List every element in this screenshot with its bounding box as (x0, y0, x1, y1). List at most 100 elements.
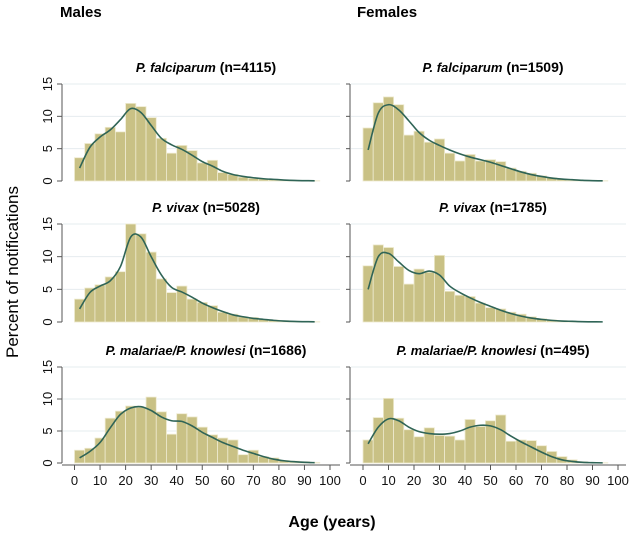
y-tick-label: 0 (40, 177, 55, 184)
y-tick-label: 10 (40, 249, 55, 263)
histogram-bar (125, 103, 137, 182)
y-tick-label: 5 (40, 145, 55, 152)
histogram-bar (474, 160, 486, 182)
x-tick-label: 20 (407, 473, 421, 488)
density-curve (367, 251, 603, 323)
x-tick-label: 30 (144, 473, 158, 488)
histogram-bar (382, 397, 394, 464)
x-tick-label: 90 (297, 473, 311, 488)
density-curve (78, 233, 315, 323)
histogram-bar (444, 435, 456, 464)
panel-title-species: P. falciparum (136, 60, 216, 75)
x-axis-label: Age (years) (288, 514, 375, 531)
histogram-bar (495, 414, 507, 464)
panel-title: P. falciparum (n=1509) (422, 59, 563, 75)
histogram-bar (433, 254, 445, 323)
x-tick-label: 90 (585, 473, 599, 488)
y-tick-label: 5 (40, 427, 55, 434)
y-tick-label: 0 (40, 459, 55, 466)
histogram-bar (145, 396, 157, 464)
x-tick-label: 10 (381, 473, 395, 488)
histogram-bar (217, 172, 229, 182)
density-curve (79, 405, 315, 464)
histogram-bar (413, 268, 425, 323)
panel-title-species: P. malariae/P. knowlesi (106, 343, 246, 358)
panel-title: P. vivax (n=5028) (152, 199, 260, 215)
histogram-bar (166, 433, 178, 464)
histogram-bar (155, 278, 167, 323)
y-tick-label: 15 (40, 77, 55, 91)
x-axis-males: 0 10 20 30 40 50 60 70 80 90 100 (62, 464, 341, 488)
histogram-bar (114, 131, 126, 182)
histogram-bar (474, 302, 486, 323)
histogram-bar (104, 126, 116, 182)
histogram-bar (454, 160, 466, 182)
histogram-bar (413, 130, 425, 182)
histogram-bar (196, 162, 208, 182)
histogram-bar (145, 117, 157, 182)
histogram-bar (125, 223, 137, 323)
histogram-bar (114, 271, 126, 323)
histogram-bar (403, 134, 415, 182)
panel-m-fal: P. falciparum (n=4115) 0 5 10 15 (40, 59, 340, 185)
histogram-bar (393, 266, 405, 323)
x-tick-label: 20 (118, 473, 132, 488)
density-curve (78, 107, 315, 182)
panel-title: P. malariae/P. knowlesi (n=1686) (106, 342, 307, 358)
panel-title-species: P. malariae/P. knowlesi (396, 343, 536, 358)
x-tick-label: 100 (319, 473, 341, 488)
histogram-bar (155, 137, 167, 182)
histogram-bar (382, 247, 394, 323)
histogram-bar (135, 233, 147, 323)
density-curve (367, 417, 603, 464)
y-tick-label: 10 (40, 109, 55, 123)
x-tick-label: 0 (71, 473, 78, 488)
x-tick-label: 50 (483, 473, 497, 488)
histogram-bar (393, 104, 405, 182)
y-axis-label: Percent of notifications (3, 186, 22, 358)
x-tick-label: 80 (272, 473, 286, 488)
y-tick-label: 15 (40, 360, 55, 374)
x-tick-label: 60 (221, 473, 235, 488)
histogram-bar (525, 440, 537, 464)
histogram-bar (474, 426, 486, 464)
panel-f-mal: P. malariae/P. knowlesi (n=495) (346, 342, 626, 464)
histogram-bar (166, 292, 178, 323)
histogram-bar (423, 141, 435, 182)
panel-title-n: (n=1686) (245, 342, 306, 358)
column-header-females: Females (357, 4, 417, 21)
histogram-bar (84, 143, 96, 182)
panel-title-n: (n=1785) (486, 199, 547, 215)
histogram-bar (403, 429, 415, 464)
x-tick-label: 60 (509, 473, 523, 488)
panel-f-fal: P. falciparum (n=1509) (346, 59, 626, 182)
panel-title-species: P. vivax (152, 200, 200, 215)
x-tick-label: 50 (195, 473, 209, 488)
panel-title: P. malariae/P. knowlesi (n=495) (396, 342, 589, 358)
histogram-bar (166, 152, 178, 182)
panel-title-n: (n=1509) (502, 59, 563, 75)
y-tick-label: 5 (40, 286, 55, 293)
histogram-bar (237, 454, 249, 464)
y-tick-label: 0 (40, 318, 55, 325)
column-header-males: Males (60, 4, 102, 21)
histogram-bar (382, 96, 394, 182)
histogram-bar (454, 294, 466, 323)
panel-title-species: P. vivax (439, 200, 487, 215)
panel-m-viv: P. vivax (n=5028) 0 5 10 15 (40, 199, 340, 326)
histogram-bar (444, 152, 456, 182)
histogram-bar (227, 439, 239, 464)
histogram-bar (94, 284, 106, 323)
panel-m-mal: P. malariae/P. knowlesi (n=1686) 0 5 10 15 (40, 342, 340, 467)
histogram-bar (505, 440, 517, 464)
x-tick-label: 10 (93, 473, 107, 488)
histogram-bar (413, 436, 425, 464)
y-tick-label: 15 (40, 217, 55, 231)
histogram-bar (206, 159, 218, 182)
histogram-bar (393, 417, 405, 464)
x-tick-label: 30 (432, 473, 446, 488)
panel-f-viv: P. vivax (n=1785) (346, 199, 626, 323)
histogram-bar (155, 411, 167, 464)
histogram-bar (454, 439, 466, 464)
